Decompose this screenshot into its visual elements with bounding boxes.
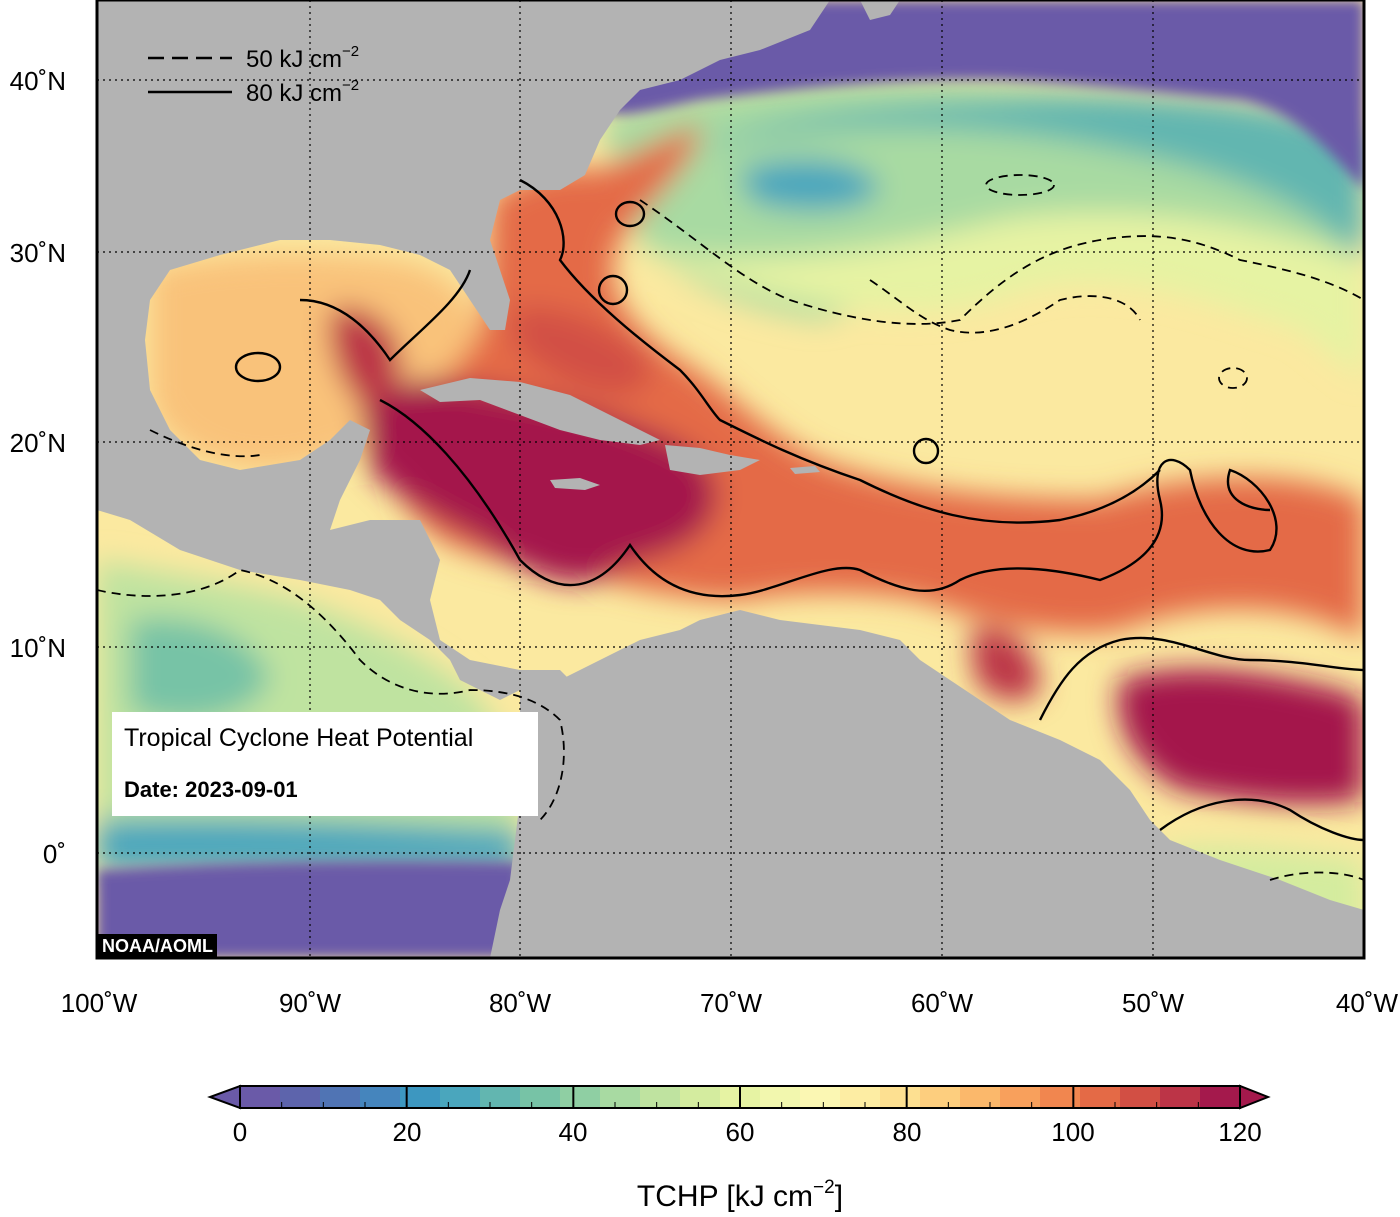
colorbar-cell <box>1160 1086 1201 1108</box>
latitude-labels: 40˚N 30˚N 20˚N 10˚N 0˚ <box>10 66 66 869</box>
colorbar-cell <box>360 1086 401 1108</box>
colorbar-cell <box>400 1086 441 1108</box>
info-box: Tropical Cyclone Heat Potential Date: 20… <box>112 712 538 816</box>
colorbar-min-arrow <box>207 1084 241 1110</box>
colorbar-cell <box>1080 1086 1121 1108</box>
colorbar-cell <box>960 1086 1001 1108</box>
map-panel <box>97 0 1364 958</box>
colorbar-cell <box>880 1086 921 1108</box>
colorbar-max-arrow <box>1239 1084 1271 1110</box>
contour-50-dashed <box>97 174 1364 881</box>
colorbar-cell <box>520 1086 561 1108</box>
lon-label: 40˚W <box>1336 988 1399 1018</box>
colorbar-cell <box>600 1086 641 1108</box>
cool-core-north <box>700 96 1364 260</box>
colorbar-cell <box>440 1086 481 1108</box>
warm-core-bahamas <box>510 307 651 395</box>
lon-label: 70˚W <box>700 988 763 1018</box>
lat-label: 10˚N <box>10 633 66 663</box>
warm-spot-guiana <box>970 628 1040 701</box>
land-hispaniola <box>665 445 760 475</box>
contour-50-central <box>869 279 1141 334</box>
warm-core-loop <box>330 307 401 410</box>
warm-core-east <box>1118 669 1364 805</box>
land-south-america <box>490 610 1364 958</box>
colorbar-label: 0 <box>233 1117 247 1147</box>
contour-50-eddy-a <box>985 174 1055 196</box>
land-north-america <box>97 0 830 700</box>
lat-label: 0˚ <box>43 839 66 869</box>
colorbar-title: TCHP [kJ cm−2] <box>637 1177 843 1213</box>
lon-label: 80˚W <box>489 988 552 1018</box>
colorbar: 0 20 40 60 80 100 120 TCHP [kJ cm−2] <box>207 1084 1271 1213</box>
colorbar-label: 40 <box>559 1117 588 1147</box>
contour-80-eddy-b <box>597 274 629 306</box>
colorbar-cells <box>240 1086 1241 1108</box>
land-europe-corner <box>860 0 900 20</box>
south-pacific-cold <box>97 860 520 958</box>
contour-50-eddy-b <box>1218 367 1248 389</box>
contour-legend: 50 kJ cm−2 80 kJ cm−2 <box>148 43 359 107</box>
map-title: Tropical Cyclone Heat Potential <box>124 724 474 752</box>
land-cuba <box>420 378 660 445</box>
colorbar-ticks <box>239 1086 1241 1108</box>
pacific-equatorial <box>97 818 520 870</box>
lon-label: 50˚W <box>1122 988 1185 1018</box>
contour-80-guiana <box>1159 798 1364 842</box>
colorbar-label: 120 <box>1218 1117 1261 1147</box>
colorbar-cell <box>280 1086 321 1108</box>
contour-80-caribbean <box>379 398 1278 598</box>
contour-80-eddy-d <box>614 200 646 228</box>
colorbar-cell <box>560 1086 601 1108</box>
lat-label: 20˚N <box>10 428 66 458</box>
yellow-central <box>640 212 1364 380</box>
colorbar-cell <box>760 1086 801 1108</box>
colorbar-cell <box>480 1086 521 1108</box>
contour-50-south-atlantic <box>1269 871 1364 881</box>
contour-50-gulf <box>149 429 261 458</box>
colorbar-cell <box>1200 1086 1241 1108</box>
contour-80-eddy-c <box>234 351 282 383</box>
pacific-core <box>130 618 270 720</box>
colorbar-label: 100 <box>1051 1117 1094 1147</box>
lon-label: 60˚W <box>911 988 974 1018</box>
colorbar-cell <box>1000 1086 1041 1108</box>
colorbar-label: 80 <box>893 1117 922 1147</box>
land-puerto-rico <box>790 466 820 474</box>
contour-50-north <box>639 199 1364 325</box>
legend-dashed-label: 50 kJ cm−2 <box>246 43 359 73</box>
colorbar-cell <box>1040 1086 1081 1108</box>
land <box>97 0 1364 958</box>
map-frame <box>95 0 1366 960</box>
date-label: Date: 2023-09-01 <box>124 777 298 802</box>
lat-label: 40˚N <box>10 66 66 96</box>
colorbar-label: 20 <box>393 1117 422 1147</box>
contour-50-pacific <box>97 569 565 821</box>
land-jamaica <box>550 478 600 490</box>
contour-80-gulf-loop <box>299 269 472 362</box>
colorbar-cell <box>920 1086 961 1108</box>
contour-80-eddy-a <box>912 437 940 465</box>
colorbar-cell <box>840 1086 881 1108</box>
credit-badge: NOAA/AOML <box>98 934 217 958</box>
contour-80-gulfstream <box>519 178 1161 524</box>
colorbar-label: 60 <box>726 1117 755 1147</box>
lon-label: 90˚W <box>279 988 342 1018</box>
colorbar-cell <box>800 1086 841 1108</box>
lat-label: 30˚N <box>10 238 66 268</box>
contour-lines <box>97 174 1364 881</box>
colorbar-cell <box>240 1086 281 1108</box>
colorbar-cell <box>1120 1086 1161 1108</box>
contour-80-east <box>1038 636 1364 721</box>
colorbar-cell <box>680 1086 721 1108</box>
lon-label: 100˚W <box>61 988 138 1018</box>
longitude-labels: 100˚W 90˚W 80˚W 70˚W 60˚W 50˚W 40˚W <box>61 988 1399 1018</box>
legend-solid-label: 80 kJ cm−2 <box>246 77 359 107</box>
cool-spot-a <box>740 159 880 211</box>
colorbar-cell <box>320 1086 361 1108</box>
colorbar-cell <box>640 1086 681 1108</box>
